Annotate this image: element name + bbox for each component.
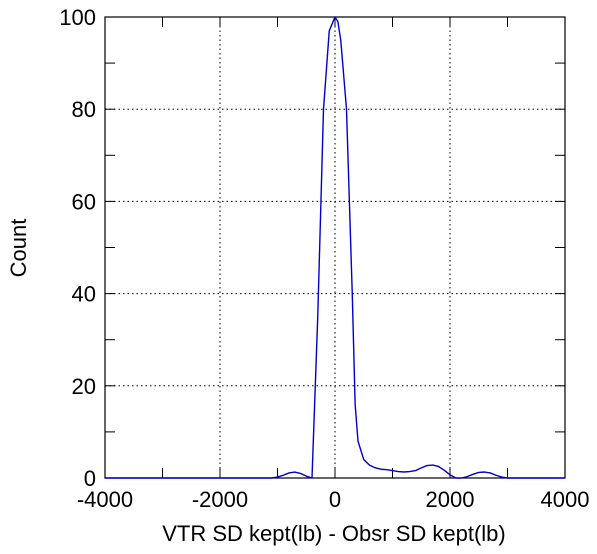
x-axis-label: VTR SD kept(lb) - Obsr SD kept(lb) [162, 521, 506, 546]
y-tick-label: 100 [59, 5, 96, 30]
series-line-0 [105, 16, 565, 479]
y-tick-label: 80 [72, 97, 96, 122]
y-axis-label: Count [6, 219, 31, 278]
gridlines [105, 17, 565, 478]
tick-marks [104, 16, 566, 479]
x-tick-label: -4000 [77, 487, 133, 512]
y-tick-label: 0 [84, 466, 96, 491]
x-tick-label: -2000 [192, 487, 248, 512]
tick-labels: -4000 -2000 0 2000 4000 0 20 40 60 80 100 [59, 5, 589, 512]
x-tick-label: 4000 [541, 487, 590, 512]
y-tick-label: 40 [72, 282, 96, 307]
series-layer [105, 16, 565, 479]
x-tick-label: 2000 [426, 487, 475, 512]
x-tick-label: 0 [329, 487, 341, 512]
y-tick-label: 20 [72, 374, 96, 399]
y-tick-label: 60 [72, 189, 96, 214]
